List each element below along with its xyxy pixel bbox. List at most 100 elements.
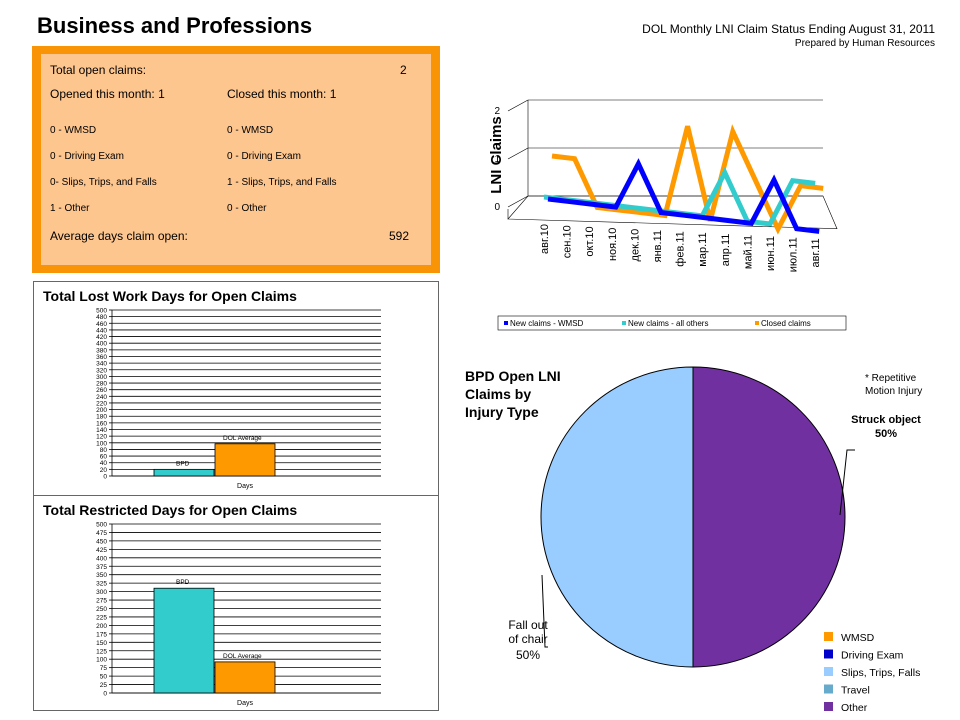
- closed-this-month: Closed this month: 1: [227, 87, 337, 101]
- tick-label: 220: [96, 400, 107, 407]
- tick-label: 350: [96, 572, 107, 579]
- avg-days-value: 592: [389, 229, 410, 243]
- lost-work-days-panel: Total Lost Work Days for Open Claims 0 20…: [33, 281, 439, 495]
- tick-label: 380: [96, 347, 107, 354]
- tick-label: 300: [96, 374, 107, 381]
- pie-title-line: Claims by: [465, 386, 531, 402]
- tick-label: 25: [100, 682, 108, 689]
- tick-label: 360: [96, 354, 107, 361]
- x-axis-label: Days: [237, 483, 253, 490]
- tick-label: 300: [96, 589, 107, 596]
- bar: [153, 468, 215, 477]
- tick-label: 2: [494, 106, 500, 117]
- x-tick-label: фев.11: [675, 231, 687, 267]
- tick-label: 475: [96, 530, 107, 537]
- tick-label: 225: [96, 614, 107, 621]
- opened-item: 0 - WMSD: [50, 125, 97, 136]
- series-line: [547, 158, 820, 234]
- tick-label: 200: [96, 623, 107, 630]
- tick-label: 260: [96, 387, 107, 394]
- tick-label: 375: [96, 564, 107, 571]
- x-tick-label: июл.11: [788, 237, 800, 272]
- bar: [153, 587, 215, 694]
- tick-label: 80: [100, 447, 108, 454]
- pie-title: BPD Open LNI Claims by Injury Type: [465, 368, 561, 420]
- x-tick-label: сен.10: [562, 225, 574, 258]
- x-tick-label: июн.11: [765, 236, 777, 271]
- avg-days-label: Average days claim open:: [50, 229, 188, 243]
- restricted-days-panel: Total Restricted Days for Open Claims 0 2…: [33, 495, 439, 711]
- pie-slice: [540, 366, 694, 668]
- tick-label: 0: [494, 202, 500, 213]
- series-line: [551, 124, 824, 235]
- legend-swatch: [824, 649, 833, 659]
- total-open-label: Total open claims:: [50, 63, 147, 77]
- closed-item: 1 - Slips, Trips, and Falls: [227, 177, 337, 188]
- summary-panel: Total open claims: 2 Opened this month: …: [41, 54, 431, 265]
- slice-name: Fall out of chair: [508, 618, 548, 646]
- tick-label: 400: [96, 341, 107, 348]
- tick-label: 0: [103, 691, 107, 698]
- bar: [214, 443, 276, 477]
- page-title: Business and Professions: [37, 13, 313, 38]
- legend-label: WMSD: [841, 632, 875, 644]
- tick-label: 100: [96, 440, 107, 447]
- legend-swatch: [824, 702, 833, 711]
- opened-item: 0- Slips, Trips, and Falls: [50, 177, 157, 188]
- leader-line: [839, 449, 855, 516]
- tick-label: 275: [96, 598, 107, 605]
- footnote-line: Motion Injury: [865, 386, 922, 397]
- slice-name-line: Fall out: [508, 618, 548, 632]
- legend-label: New claims - WMSD: [510, 319, 584, 328]
- side-gridline: [507, 99, 529, 112]
- tick-label: 100: [96, 657, 107, 664]
- x-tick-label: апр.11: [720, 234, 732, 267]
- pie-title-line: BPD Open LNI: [465, 368, 561, 384]
- x-tick-label: май.11: [742, 235, 754, 269]
- tick-label: 150: [96, 640, 107, 647]
- legend-swatch: [824, 684, 833, 694]
- tick-label: 140: [96, 427, 107, 434]
- tick-label: 200: [96, 407, 107, 414]
- legend-label: Travel: [841, 685, 870, 697]
- legend-label: Driving Exam: [841, 650, 904, 662]
- opened-item: 0 - Driving Exam: [50, 151, 124, 162]
- tick-label: 280: [96, 381, 107, 388]
- tick-label: 1: [494, 154, 500, 165]
- tick-label: 0: [103, 474, 107, 481]
- slice-percent: 50%: [516, 648, 540, 662]
- x-tick-label: дек.10: [629, 229, 641, 262]
- injury-type-pie-chart: BPD Open LNI Claims by Injury Type Struck o…: [465, 366, 922, 714]
- tick-label: 75: [100, 665, 108, 672]
- slice-name: Struck object: [851, 414, 921, 426]
- tick-label: 240: [96, 394, 107, 401]
- tick-label: 320: [96, 367, 107, 374]
- bar: [214, 661, 276, 694]
- line-legend: New claims - WMSD New claims - all others…: [497, 315, 847, 331]
- tick-label: 125: [96, 648, 107, 655]
- pie-title-line: Injury Type: [465, 404, 539, 420]
- opened-this-month: Opened this month: 1: [50, 87, 165, 101]
- y-axis-label: LNI Claims: [488, 116, 505, 194]
- x-tick-label: ноя.10: [607, 228, 619, 261]
- tick-label: 160: [96, 420, 107, 427]
- tick-label: 500: [96, 522, 107, 529]
- legend-swatch: [504, 321, 508, 325]
- x-tick-label: окт.10: [584, 226, 596, 256]
- report-title: DOL Monthly LNI Claim Status Ending Augu…: [642, 22, 935, 36]
- legend-box: [497, 315, 847, 331]
- legend-label: Slips, Trips, Falls: [841, 667, 920, 679]
- tick-label: 500: [96, 308, 107, 315]
- x-tick-label: авг.11: [810, 238, 822, 267]
- tick-label: 120: [96, 434, 107, 441]
- opened-item: 1 - Other: [50, 203, 90, 214]
- tick-label: 175: [96, 631, 107, 638]
- closed-item: 0 - Other: [227, 203, 267, 214]
- total-open-value: 2: [400, 63, 407, 77]
- tick-label: 20: [100, 467, 108, 474]
- pie-slice: [692, 366, 846, 668]
- tick-label: 340: [96, 361, 107, 368]
- slice-percent: 50%: [875, 428, 897, 440]
- tick-label: 480: [96, 314, 107, 321]
